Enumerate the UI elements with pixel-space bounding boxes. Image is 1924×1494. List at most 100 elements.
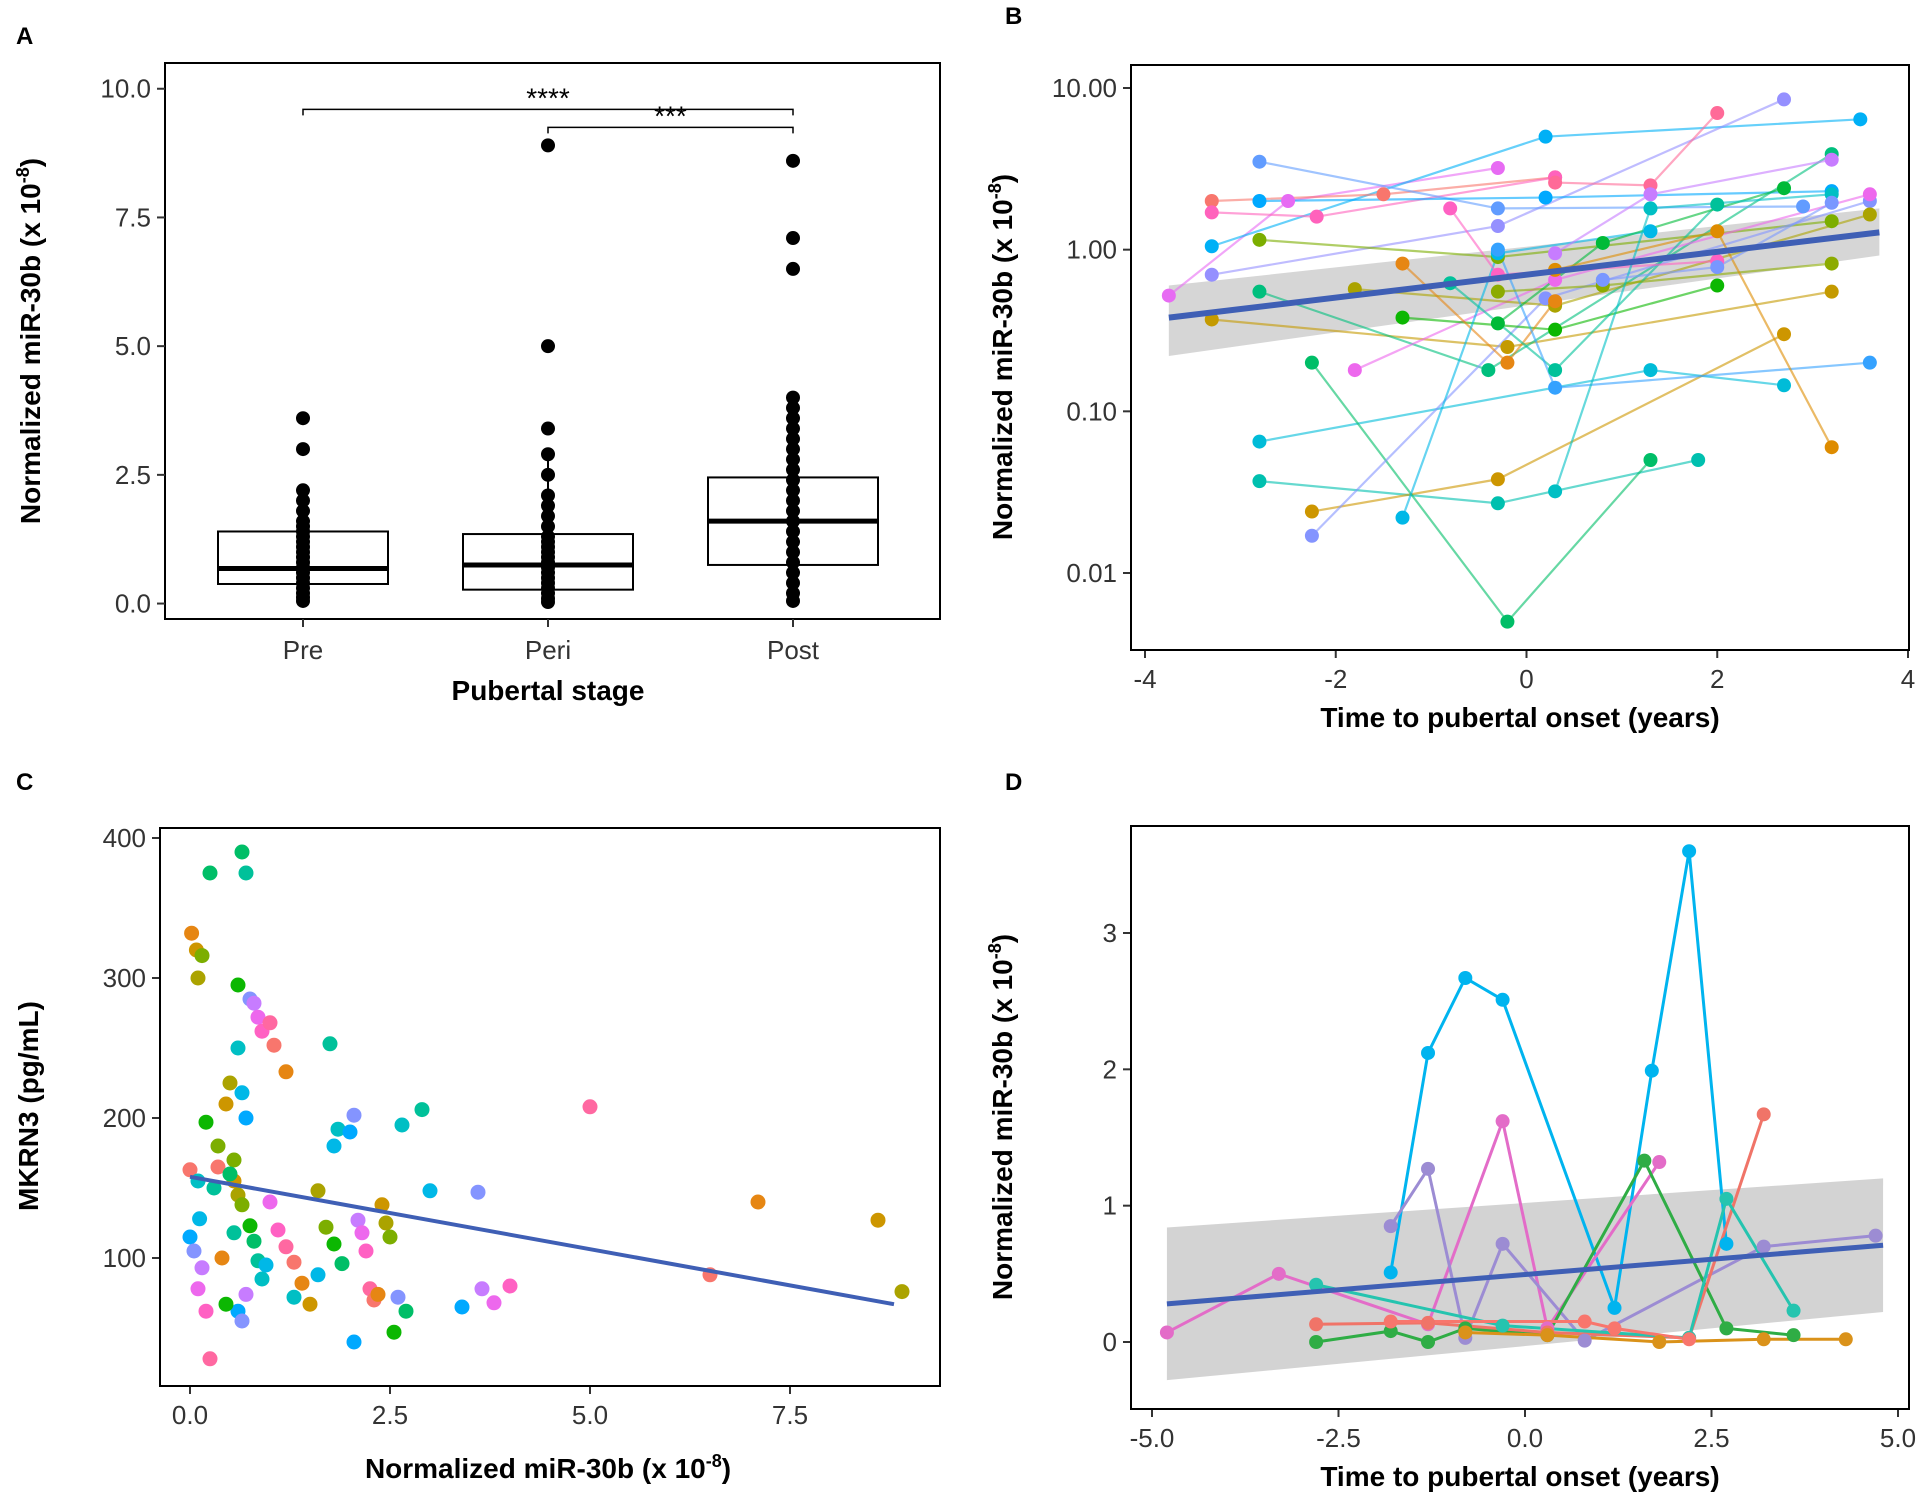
series-point <box>1540 1328 1555 1343</box>
series-point <box>1548 175 1563 190</box>
series-point <box>1652 1155 1667 1170</box>
scatter-point <box>454 1299 470 1315</box>
series-point <box>1309 1277 1324 1292</box>
series-point <box>1577 1314 1592 1329</box>
scatter-point <box>354 1225 370 1241</box>
series-point <box>1458 1325 1473 1340</box>
outlier-point <box>541 339 555 354</box>
series-point <box>1548 322 1563 337</box>
data-point <box>786 400 800 415</box>
series-point <box>1862 207 1877 222</box>
panel-b-line-chart: 0.01 0.10 1.00 10.00 -4 -2 0 2 4 Normalized miR-… <box>985 64 1915 733</box>
series-point <box>1853 112 1868 127</box>
scatter-point <box>230 1040 246 1056</box>
series-point <box>1271 1266 1286 1281</box>
series-point <box>1383 1265 1398 1280</box>
scatter-point <box>334 1256 350 1272</box>
scatter-point <box>294 1275 310 1291</box>
scatter-point <box>214 1250 230 1266</box>
outlier-point <box>786 261 800 276</box>
scatter-point <box>198 1114 214 1130</box>
series-point <box>1868 1228 1883 1243</box>
scatter-point <box>370 1286 386 1302</box>
series-point <box>1824 214 1839 229</box>
series-point <box>1500 614 1515 629</box>
scatter-point <box>210 1159 226 1175</box>
scatter-point <box>486 1295 502 1311</box>
y-tick-label: 2.5 <box>115 460 151 490</box>
series-point <box>1643 452 1658 467</box>
series-point <box>1777 181 1792 196</box>
series-point <box>1756 1332 1771 1347</box>
series-point <box>1383 1314 1398 1329</box>
series-point <box>1204 194 1219 209</box>
panel-label-b: B <box>1005 3 1022 30</box>
series-point <box>1252 194 1267 209</box>
data-point <box>786 462 800 477</box>
series-point <box>1548 363 1563 378</box>
series-point <box>1777 92 1792 107</box>
data-point <box>786 483 800 498</box>
data-point <box>541 529 555 544</box>
scatter-point <box>390 1289 406 1305</box>
series-point <box>1490 219 1505 234</box>
series-point <box>1204 205 1219 220</box>
series-point <box>1495 1236 1510 1251</box>
series-point <box>1643 201 1658 216</box>
scatter-point <box>398 1303 414 1319</box>
scatter-point <box>184 925 200 941</box>
y-tick-label: 200 <box>103 1103 146 1133</box>
y-tick-label: 2 <box>1103 1054 1117 1084</box>
scatter-point <box>234 1085 250 1101</box>
scatter-point <box>250 1009 266 1025</box>
outlier-point <box>541 421 555 436</box>
scatter-point <box>894 1284 910 1300</box>
scatter-point <box>202 1351 218 1367</box>
series-point <box>1862 187 1877 202</box>
series-point <box>1710 224 1725 239</box>
scatter-point <box>222 1166 238 1182</box>
outlier-point <box>296 442 310 457</box>
x-tick-label: -2 <box>1324 664 1347 694</box>
x-tick-label: 5.0 <box>1880 1423 1916 1453</box>
series-point <box>1719 1191 1734 1206</box>
series-point <box>1577 1333 1592 1348</box>
scatter-point <box>286 1254 302 1270</box>
scatter-point <box>286 1289 302 1305</box>
series-point <box>1682 1332 1697 1347</box>
data-point <box>786 545 800 560</box>
scatter-point <box>870 1212 886 1228</box>
x-tick-label: 0.0 <box>172 1400 208 1430</box>
scatter-point <box>194 948 210 964</box>
series-point <box>1719 1236 1734 1251</box>
series-point <box>1204 312 1219 327</box>
series-point <box>1643 363 1658 378</box>
data-point <box>786 411 800 426</box>
panel-a-frame <box>164 62 941 620</box>
scatter-point <box>242 1218 258 1234</box>
scatter-point <box>194 1260 210 1276</box>
series-point <box>1756 1239 1771 1254</box>
series-point <box>1421 1045 1436 1060</box>
panel-a-x-axis-title: Pubertal stage <box>452 675 645 706</box>
series-point <box>1710 260 1725 275</box>
series-point <box>1548 272 1563 287</box>
scatter-point <box>190 1281 206 1297</box>
scatter-point <box>278 1064 294 1080</box>
panel-c-scatter-plot: 100 200 300 400 0.0 2.5 5.0 7.5 MKRN3 (pg/mL) N… <box>13 823 941 1484</box>
scatter-point <box>750 1194 766 1210</box>
scatter-point <box>346 1107 362 1123</box>
scatter-point <box>322 1036 338 1052</box>
scatter-point <box>358 1243 374 1259</box>
panel-b-frame <box>1130 64 1910 651</box>
data-point <box>786 586 800 601</box>
data-point <box>786 503 800 518</box>
series-point <box>1548 246 1563 261</box>
y-tick-label: 1.00 <box>1066 235 1117 265</box>
series-point <box>1495 1114 1510 1129</box>
y-tick-label: 3 <box>1103 918 1117 948</box>
data-point <box>786 555 800 570</box>
data-point <box>786 421 800 436</box>
scatter-point <box>422 1183 438 1199</box>
